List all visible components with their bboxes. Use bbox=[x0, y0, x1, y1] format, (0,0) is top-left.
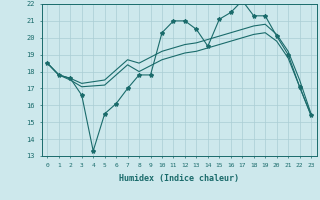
X-axis label: Humidex (Indice chaleur): Humidex (Indice chaleur) bbox=[119, 174, 239, 183]
